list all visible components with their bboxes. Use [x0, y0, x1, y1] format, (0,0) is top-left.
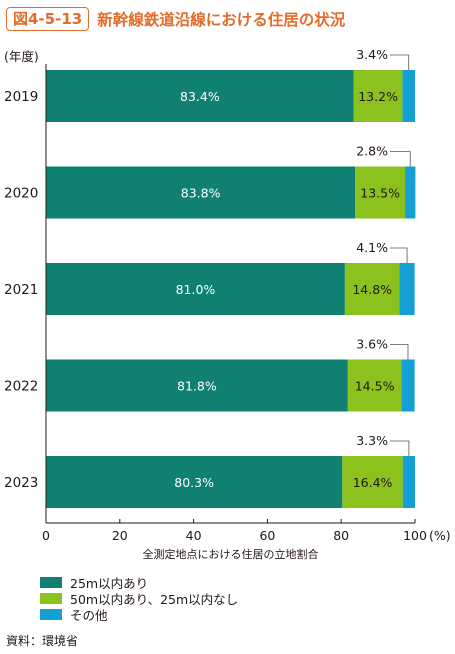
x-axis-title: 全測定地点における住居の立地割合 [143, 547, 319, 561]
legend-item-within-50m: 50m以内あり、25m以内なし [40, 590, 239, 607]
bar-segment [399, 263, 415, 315]
data-label: 3.6% [356, 337, 388, 352]
category-label: 2023 [4, 475, 38, 491]
category-label: 2020 [4, 186, 38, 202]
x-tick-label: 100 [403, 528, 427, 543]
figure-number-badge: 図4-5-13 [6, 7, 90, 31]
stacked-bar-chart: (年度) 2019 83.4% 13.2% 3.4% 2020 83.8% 13.5% 2.8%… [4, 47, 451, 561]
category-label: 2019 [4, 89, 38, 105]
category-label: 2021 [4, 282, 38, 298]
leader-line [390, 344, 409, 360]
bar-segment [46, 70, 354, 122]
x-tick-label: 20 [112, 528, 128, 543]
legend-swatch-teal [40, 576, 62, 588]
data-label: 14.5% [355, 379, 395, 394]
bar-segment [344, 263, 400, 315]
data-label: 3.4% [356, 47, 388, 62]
figure-header: 図4-5-13 新幹線鉄道沿線における住居の状況 [6, 6, 345, 32]
data-label: 14.8% [352, 282, 392, 297]
data-label: 16.4% [353, 475, 393, 490]
bar-segment [46, 263, 345, 315]
legend-item-other: その他 [40, 606, 238, 623]
category-label: 2022 [4, 379, 38, 395]
bar-segment [347, 359, 402, 412]
data-label: 81.0% [176, 282, 216, 297]
bar-segment [355, 166, 406, 219]
data-label: 13.5% [360, 186, 400, 201]
data-label: 13.2% [358, 89, 398, 104]
data-label: 3.3% [356, 433, 388, 448]
data-label: 80.3% [174, 475, 214, 490]
chart-legend: 25m以内あり 50m以内あり、25m以内なし その他 [40, 574, 239, 623]
x-tick-label: 80 [333, 528, 349, 543]
legend-swatch-green [40, 592, 62, 604]
legend-label: その他 [70, 607, 108, 623]
legend-item-within-25m: 25m以内あり [40, 574, 238, 591]
x-tick-label: 40 [186, 528, 202, 543]
leader-line [390, 151, 411, 167]
data-label: 83.4% [180, 89, 220, 104]
bar-segment [402, 456, 415, 508]
leader-line [390, 247, 408, 263]
y-axis-title: (年度) [4, 49, 39, 64]
data-label: 83.8% [181, 186, 221, 201]
legend-swatch-blue [40, 608, 62, 620]
leader-line [390, 54, 410, 70]
bar-segment [46, 456, 343, 508]
x-tick-label: 60 [259, 528, 275, 543]
legend-label: 50m以内あり、25m以内なし [70, 591, 239, 607]
bar-segment [353, 70, 403, 122]
x-tick-label: 0 [42, 528, 50, 543]
data-label: 2.8% [356, 144, 388, 159]
leader-line [390, 440, 410, 456]
data-label: 81.8% [177, 379, 217, 394]
legend-label: 25m以内あり [70, 575, 149, 591]
figure-title: 新幹線鉄道沿線における住居の状況 [97, 11, 346, 29]
x-axis-unit: (%) [429, 528, 451, 543]
source-note: 資料：環境省 [6, 634, 79, 648]
bar-segment [342, 456, 403, 508]
bar-segment [46, 359, 348, 412]
data-label: 4.1% [356, 240, 388, 255]
bar-segment [46, 166, 356, 219]
bar-segment [402, 70, 415, 122]
bar-segment [405, 166, 416, 219]
bar-segment [401, 359, 415, 412]
